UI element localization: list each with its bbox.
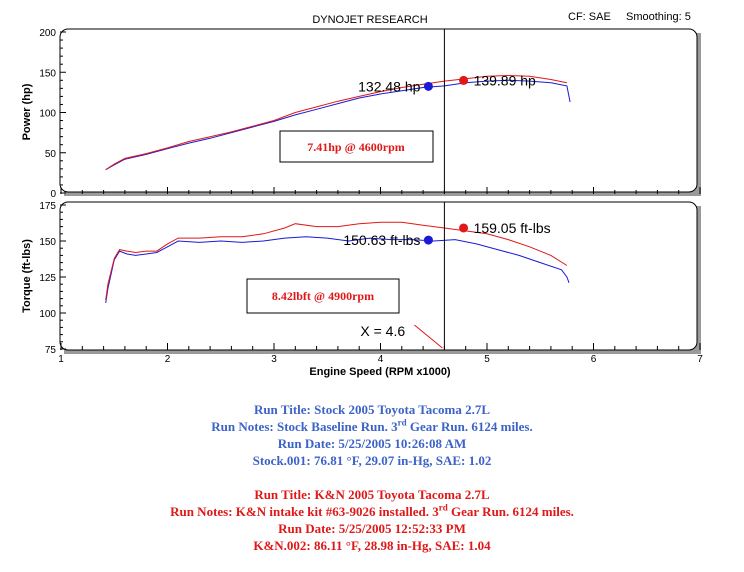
torque-series-kn xyxy=(105,221,568,301)
rpm-tick-label: 5 xyxy=(484,354,490,365)
dyno-chart: DYNOJET RESEARCH CF: SAE Smoothing: 5 Po… xyxy=(21,11,703,378)
rpm-tick-label: 6 xyxy=(591,354,597,365)
torque-cursor-value-stock: 150.63 ft-lbs xyxy=(343,232,420,248)
stock-run-notes-line: Run Notes: Stock Baseline Run. 3rd Gear … xyxy=(211,417,533,434)
rpm-tick-label: 1 xyxy=(58,354,64,365)
stock-run-title: Run Title: Stock 2005 Toyota Tacoma 2.7L xyxy=(253,402,491,417)
torque-axis-label: Torque (ft-lbs) xyxy=(21,239,33,313)
power-ytick-label: 50 xyxy=(45,149,57,160)
power-series-stock xyxy=(105,79,571,171)
power-cursor-value-kn: 139.89 hp xyxy=(474,72,536,88)
stock-run-notes: Run Title: Stock 2005 Toyota Tacoma 2.7L… xyxy=(0,401,744,469)
rpm-tick-label: 3 xyxy=(271,354,277,365)
torque-ytick-label: 150 xyxy=(39,237,56,248)
power-panel xyxy=(59,28,698,193)
power-cursor-dot-kn xyxy=(459,75,469,85)
rpm-tick-label: 4 xyxy=(378,354,384,365)
power-axis-label: Power (hp) xyxy=(21,83,33,140)
torque-ytick-label: 175 xyxy=(39,201,56,212)
cursor-x-readout: X = 4.6 xyxy=(360,323,405,339)
torque-ytick-label: 100 xyxy=(39,309,56,320)
kn-run-notes: Run Title: K&N 2005 Toyota Tacoma 2.7L R… xyxy=(0,486,744,554)
cf-label: CF: SAE xyxy=(568,11,611,23)
torque-gain-annotation: 8.42lbft @ 4900rpm xyxy=(272,289,374,303)
kn-conditions: K&N.002: 86.11 °F, 28.98 in-Hg, SAE: 1.0… xyxy=(253,538,491,553)
kn-run-date: Run Date: 5/25/2005 12:52:33 PM xyxy=(278,521,466,536)
rpm-axis-label: Engine Speed (RPM x1000) xyxy=(309,366,451,378)
power-cursor-value-stock: 132.48 hp xyxy=(358,78,420,94)
torque-panel xyxy=(59,201,698,351)
power-ytick-label: 150 xyxy=(39,68,56,79)
torque-cursor-dot-kn xyxy=(459,223,469,233)
torque-series-stock xyxy=(105,236,570,303)
power-cursor-dot-stock xyxy=(423,81,433,91)
power-gain-annotation: 7.41hp @ 4600rpm xyxy=(307,140,405,154)
rpm-tick-label: 7 xyxy=(697,354,703,365)
power-ytick-label: 0 xyxy=(50,189,56,200)
power-ytick-label: 200 xyxy=(39,28,56,39)
chart-header-title: DYNOJET RESEARCH xyxy=(312,14,427,26)
stock-conditions: Stock.001: 76.81 °F, 29.07 in-Hg, SAE: 1… xyxy=(252,453,492,468)
torque-ytick-label: 75 xyxy=(45,345,57,356)
smoothing-label: Smoothing: 5 xyxy=(626,11,691,23)
torque-gain-box xyxy=(246,278,400,314)
torque-cursor-dot-stock xyxy=(423,235,433,245)
torque-ytick-label: 125 xyxy=(39,273,56,284)
rpm-tick-label: 2 xyxy=(165,354,171,365)
torque-cursor-value-kn: 159.05 ft-lbs xyxy=(474,220,551,236)
power-series-kn xyxy=(105,74,567,171)
kn-run-notes-line: Run Notes: K&N intake kit #63-9026 insta… xyxy=(170,502,574,519)
power-ytick-label: 100 xyxy=(39,109,56,120)
kn-run-title: Run Title: K&N 2005 Toyota Tacoma 2.7L xyxy=(254,487,490,502)
stock-run-date: Run Date: 5/25/2005 10:26:08 AM xyxy=(277,436,467,451)
cursor-readout-leader xyxy=(414,324,443,349)
power-gain-box xyxy=(279,130,434,163)
